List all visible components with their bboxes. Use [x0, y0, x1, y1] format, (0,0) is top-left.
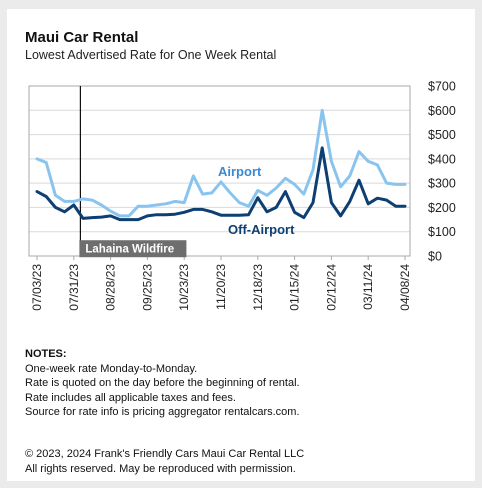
- x-tick-label: 07/03/23: [30, 264, 44, 311]
- notes-line: Rate includes all applicable taxes and f…: [25, 391, 236, 404]
- notes-line: Rate is quoted on the day before the beg…: [25, 377, 300, 389]
- event-label-lahaina-wildfire: Lahaina Wildfire: [79, 240, 187, 258]
- notes: NOTES: One-week rate Monday-to-Monday. R…: [25, 347, 300, 420]
- x-tick-labels: 07/03/23 07/31/23 08/28/23 09/25/23 10/23/23…: [30, 256, 412, 311]
- chart-title: Maui Car Rental: [25, 29, 139, 46]
- y-tick-label: $200: [428, 201, 456, 215]
- y-tick-label: $400: [428, 152, 456, 166]
- series-line-airport: [35, 108, 407, 218]
- x-tick-label: 07/31/23: [67, 264, 81, 311]
- line-chart: $0$100$200$300$400$500$600$700 07/03/23 0…: [28, 80, 456, 311]
- y-tick-label: $300: [428, 177, 456, 191]
- copyright: © 2023, 2024 Frank's Friendly Cars Maui …: [25, 447, 304, 476]
- notes-heading: NOTES:: [25, 348, 67, 360]
- y-tick-label: $600: [428, 104, 456, 118]
- chart-subtitle: Lowest Advertised Rate for One Week Rent…: [25, 48, 277, 62]
- x-tick-label: 08/28/23: [104, 264, 118, 311]
- event-label-box: [79, 240, 187, 258]
- y-tick-labels: $0 $100 $200 $300 $400 $500 $600 $700: [428, 80, 456, 264]
- x-tick-label: 12/18/23: [251, 264, 265, 311]
- x-tick-label: 01/15/24: [288, 264, 302, 311]
- y-tick-label: $500: [428, 128, 456, 142]
- x-tick-label: 03/11/24: [361, 264, 375, 310]
- x-tick-label: 11/20/23: [214, 264, 228, 310]
- y-tick-label: $0: [428, 250, 442, 264]
- y-tick-label: $700: [428, 80, 456, 94]
- series-lines: [35, 108, 407, 222]
- series-label-airport: Airport: [218, 164, 262, 179]
- y-tick-label: $100: [428, 225, 456, 239]
- x-tick-label: 09/25/23: [140, 264, 154, 311]
- x-tick-label: 04/08/24: [398, 264, 412, 311]
- event-label-text: Lahaina Wildfire: [85, 244, 174, 256]
- series-label-off-airport: Off-Airport: [228, 222, 295, 237]
- series-line-off-airport: [35, 146, 407, 222]
- copyright-line: © 2023, 2024 Frank's Friendly Cars Maui …: [25, 448, 305, 460]
- copyright-line: All rights reserved. May be reproduced w…: [25, 462, 296, 475]
- plot-area: [28, 85, 411, 257]
- x-tick-label: 02/12/24: [324, 264, 338, 311]
- notes-line: Source for rate info is pricing aggregat…: [25, 406, 300, 418]
- x-tick-label: 10/23/23: [177, 264, 191, 311]
- notes-line: One-week rate Monday-to-Monday.: [25, 362, 198, 375]
